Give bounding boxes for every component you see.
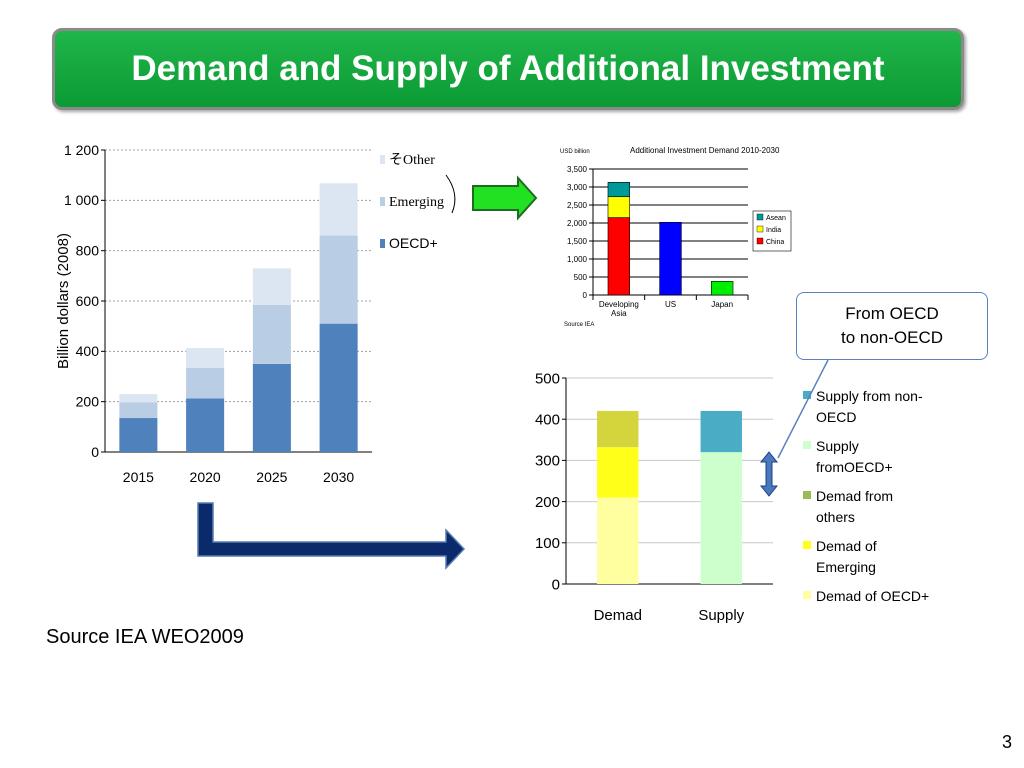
c2-y-tick-label: 0 xyxy=(583,291,588,300)
bent-navy-arrow xyxy=(197,502,466,570)
c3-bar-segment xyxy=(700,452,742,584)
c2-y-tick-label: 2,500 xyxy=(567,201,588,210)
green-right-arrow xyxy=(472,175,538,221)
c1-bar-segment xyxy=(319,235,358,324)
c3-legend-swatch xyxy=(803,491,811,499)
c3-legend-label: Supply from non- xyxy=(816,388,923,404)
c2-category-label: Asia xyxy=(611,309,627,318)
c3-bar-segment xyxy=(597,497,639,584)
c1-legend-swatch xyxy=(380,239,385,248)
c3-legend-swatch xyxy=(803,391,811,399)
c2-bar-segment xyxy=(607,196,630,218)
c3-bar-segment xyxy=(700,410,742,453)
double-headed-arrow xyxy=(759,451,779,497)
c1-y-tick-label: 400 xyxy=(76,343,100,359)
c1-y-tick-label: 0 xyxy=(91,444,99,460)
c3-category-label: Demad xyxy=(594,607,642,624)
c1-y-tick-label: 1 200 xyxy=(64,142,99,158)
c3-legend-label: Supply xyxy=(816,438,859,454)
c3-y-tick-label: 300 xyxy=(535,453,560,470)
c2-chart-title: Additional Investment Demand 2010-2030 xyxy=(630,146,780,155)
c3-legend-label: Demad from xyxy=(816,488,893,504)
c2-bar-segment xyxy=(659,221,682,296)
c3-legend-label: fromOECD+ xyxy=(816,459,893,475)
c1-bar-segment xyxy=(186,367,225,399)
c2-bar-segment xyxy=(607,182,630,198)
c3-bar-segment xyxy=(597,410,639,448)
c1-legend-label: Emerging xyxy=(389,195,444,210)
c1-legend-brace xyxy=(445,174,456,214)
c3-legend-swatch xyxy=(803,441,811,449)
c2-unit-label: USD billion xyxy=(560,149,590,155)
c1-bar-segment xyxy=(119,418,158,452)
c1-bar-segment xyxy=(252,304,291,364)
c3-legend-swatch xyxy=(803,591,811,599)
c3-y-tick-label: 100 xyxy=(535,535,560,552)
c1-category-label: 2015 xyxy=(123,469,154,485)
c3-legend-label: Emerging xyxy=(816,559,876,575)
callout-line-1: From OECD xyxy=(845,304,939,323)
c3-y-tick-label: 0 xyxy=(552,576,560,593)
c2-category-label: Developing xyxy=(599,300,639,309)
c2-bar-segment xyxy=(607,217,630,296)
c2-legend-swatch xyxy=(756,237,764,245)
c2-y-tick-label: 1,500 xyxy=(567,237,588,246)
c3-y-tick-label: 400 xyxy=(535,411,560,428)
c3-y-tick-label: 200 xyxy=(535,494,560,511)
c2-y-tick-label: 2,000 xyxy=(567,219,588,228)
page-number: 3 xyxy=(1001,732,1012,752)
source-note: Source IEA WEO2009 xyxy=(46,626,244,648)
c1-bar-segment xyxy=(252,363,291,452)
c1-bar-segment xyxy=(119,402,158,419)
c1-y-tick-label: 1 000 xyxy=(64,192,99,208)
c3-bar-segment xyxy=(597,447,639,498)
c2-category-label: US xyxy=(665,300,676,309)
c2-legend-box xyxy=(752,210,792,252)
c3-category-label: Supply xyxy=(698,607,744,624)
c2-y-tick-label: 500 xyxy=(574,273,588,282)
slide-title: Demand and Supply of Additional Investme… xyxy=(131,49,885,88)
c2-y-tick-label: 1,000 xyxy=(567,255,588,264)
c1-bar-segment xyxy=(119,394,158,403)
c2-y-tick-label: 3,500 xyxy=(567,165,588,174)
c2-bar-segment xyxy=(711,281,734,296)
c1-bar-segment xyxy=(186,348,225,368)
c1-category-label: 2030 xyxy=(323,469,354,485)
c1-legend-label: そOther xyxy=(389,152,435,168)
c3-legend-label: Demad of OECD+ xyxy=(816,588,929,604)
c1-bar-segment xyxy=(319,183,358,236)
c3-legend-label: Demad of xyxy=(816,538,877,554)
c1-legend-swatch xyxy=(380,155,385,164)
c3-legend-label: others xyxy=(816,509,855,525)
title-banner: Demand and Supply of Additional Investme… xyxy=(52,28,964,110)
c1-y-tick-label: 600 xyxy=(76,293,100,309)
c1-legend-swatch xyxy=(380,197,385,206)
c2-y-tick-label: 3,000 xyxy=(567,183,588,192)
c2-legend-label: India xyxy=(766,227,781,234)
c1-bar-segment xyxy=(252,268,291,305)
c1-y-axis-title: Billion dollars (2008) xyxy=(55,233,72,369)
c1-bar-segment xyxy=(186,398,225,452)
c1-legend-label: OECD+ xyxy=(389,235,438,251)
c2-source-label: Source IEA xyxy=(564,322,594,328)
c2-category-label: Japan xyxy=(711,300,733,309)
c1-y-tick-label: 200 xyxy=(76,394,100,410)
c1-y-tick-label: 800 xyxy=(76,243,100,259)
c3-legend-label: OECD xyxy=(816,409,856,425)
c3-legend-swatch xyxy=(803,541,811,549)
c2-legend-swatch xyxy=(756,213,764,221)
c2-legend-swatch xyxy=(756,225,764,233)
c1-category-label: 2020 xyxy=(190,469,221,485)
c3-y-tick-label: 500 xyxy=(535,370,560,387)
callout-line-2: to non-OECD xyxy=(840,328,944,347)
oecd-callout: From OECD to non-OECD xyxy=(796,292,988,360)
c2-legend-label: China xyxy=(766,239,784,246)
c1-category-label: 2025 xyxy=(256,469,287,485)
c1-bar-segment xyxy=(319,323,358,452)
c2-legend-label: Asean xyxy=(766,215,786,222)
callout-pointer xyxy=(777,359,829,459)
